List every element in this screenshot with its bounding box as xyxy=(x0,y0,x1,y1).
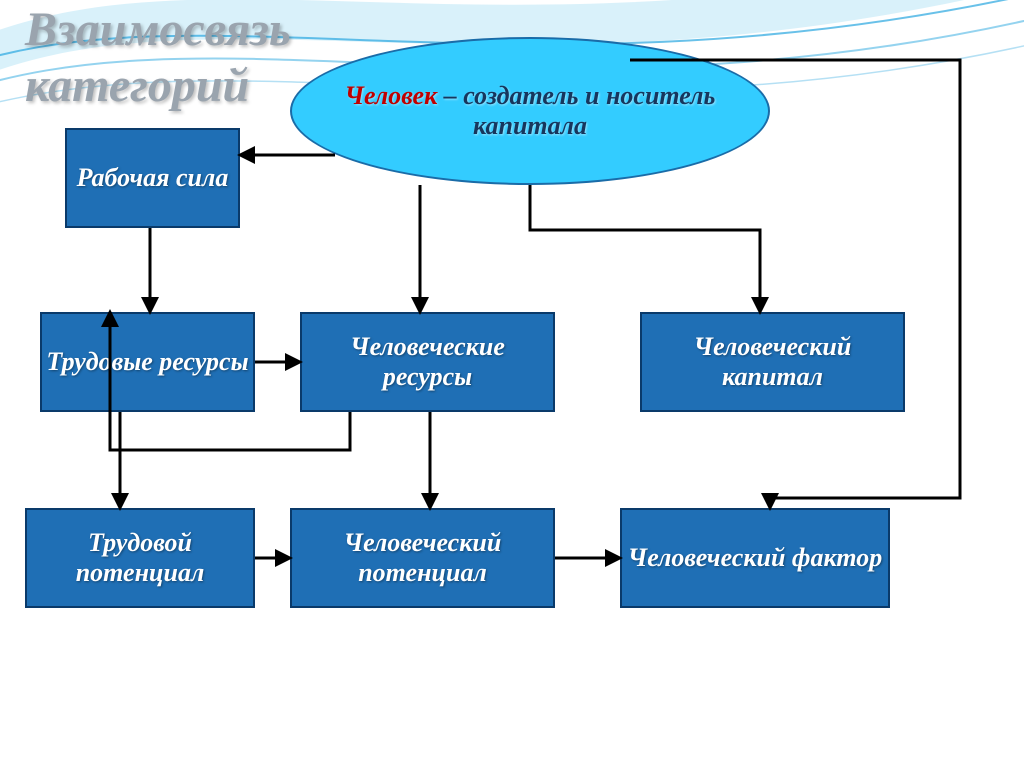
node-labor-pot: Трудовой потенциал xyxy=(25,508,255,608)
node-workforce: Рабочая сила xyxy=(65,128,240,228)
node-person-ellipse: Человек – создатель и носитель капитала xyxy=(290,37,770,185)
node-human-pot: Человеческий потенциал xyxy=(290,508,555,608)
node-human-res: Человеческие ресурсы xyxy=(300,312,555,412)
arrow-7 xyxy=(530,185,760,312)
slide-title-line2: категорий xyxy=(25,58,249,113)
ellipse-highlight: Человек xyxy=(345,81,438,110)
ellipse-text-wrap: Человек – создатель и носитель капитала xyxy=(343,81,717,141)
slide-title-line1: Взаимосвязь xyxy=(25,2,291,57)
node-human-factor: Человеческий фактор xyxy=(620,508,890,608)
ellipse-rest: – создатель и носитель капитала xyxy=(437,81,715,140)
node-labor-res: Трудовые ресурсы xyxy=(40,312,255,412)
node-human-cap: Человеческий капитал xyxy=(640,312,905,412)
